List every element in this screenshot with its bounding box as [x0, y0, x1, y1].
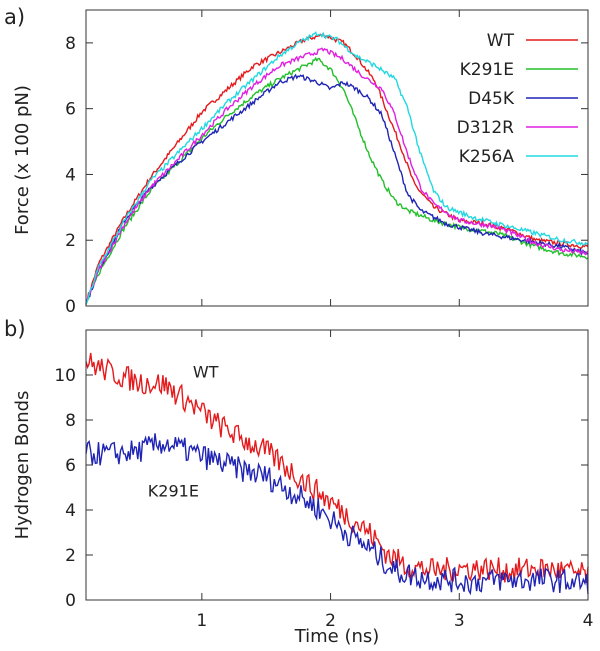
series-line-wt [85, 352, 589, 584]
annotation-k291e: K291E [148, 482, 199, 501]
panel-a-label: a) [4, 5, 25, 29]
y-tick-label: 8 [65, 34, 76, 54]
y-tick-label: 0 [65, 297, 76, 317]
panel-a: a) Force (x 100 pN) 0 2 4 6 8 WT K291E D45K D31… [4, 5, 589, 317]
legend-label-k291e: K291E [460, 60, 514, 80]
x-tick-label: 4 [583, 611, 594, 631]
panel-a-y-axis-label: Force (x 100 pN) [12, 85, 33, 235]
y-tick-label: 10 [54, 366, 76, 386]
x-tick-label: 3 [454, 611, 465, 631]
panel-b-series [85, 352, 589, 596]
panel-b-frame [85, 329, 589, 601]
series-line-d312r [85, 47, 589, 305]
series-line-k291e [85, 433, 589, 596]
panel-b-annotations: WT K291E [148, 362, 219, 500]
annotation-wt: WT [193, 362, 219, 381]
legend-label-d312r: D312R [457, 118, 515, 138]
y-tick-label: 6 [65, 100, 76, 120]
legend-label-k256a: K256A [459, 147, 515, 167]
panel-b-label: b) [4, 317, 26, 341]
series-line-d45k [85, 73, 589, 305]
panel-a-series [85, 31, 589, 305]
panel-b-y-axis-label: Hydrogen Bonds [12, 391, 33, 540]
y-tick-label: 8 [65, 411, 76, 431]
y-tick-label: 6 [65, 456, 76, 476]
panel-a-frame [85, 9, 589, 307]
y-tick-label: 2 [65, 231, 76, 251]
series-line-k256a [85, 31, 589, 305]
legend-label-wt: WT [487, 31, 515, 51]
x-tick-label: 2 [325, 611, 336, 631]
y-tick-label: 0 [65, 591, 76, 611]
y-tick-label: 4 [65, 501, 76, 521]
panel-a-legend: WT K291E D45K D312R K256A [457, 31, 578, 167]
panel-a-ticks: 0 2 4 6 8 [65, 10, 589, 317]
y-tick-label: 4 [65, 165, 76, 185]
x-axis-label: Time (ns) [294, 626, 380, 647]
legend-label-d45k: D45K [468, 89, 515, 109]
x-tick-label: 1 [196, 611, 207, 631]
y-tick-label: 2 [65, 546, 76, 566]
